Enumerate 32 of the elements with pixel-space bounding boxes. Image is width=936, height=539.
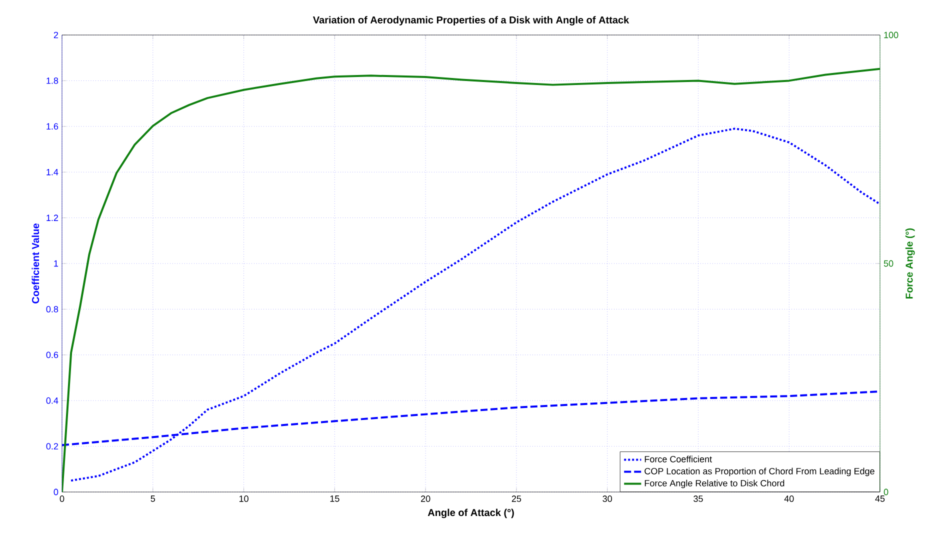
y-tick-label: 0.4 <box>46 397 58 404</box>
x-axis-title: Angle of Attack (°) <box>428 508 514 518</box>
y2-axis-title: Force Angle (°) <box>905 228 915 298</box>
x-tick-label: 5 <box>150 496 156 502</box>
y-axis-title: Coefficient Value <box>32 224 40 304</box>
x-tick-label: 35 <box>694 496 703 502</box>
line-series <box>62 68 880 492</box>
y-tick-label: 1 <box>54 260 58 267</box>
y-tick-label: 0.8 <box>46 306 58 312</box>
y2-tick-label: 50 <box>884 260 894 267</box>
chart-title: Variation of Aerodynamic Properties of a Disk with Angle of Attack <box>312 16 630 26</box>
y-tick-label: 1.8 <box>46 78 58 84</box>
x-tick-label: 40 <box>784 496 794 502</box>
x-tick-label: 15 <box>330 496 340 502</box>
x-tick-label: 10 <box>239 496 248 502</box>
x-tick-label: 25 <box>512 496 522 502</box>
y2-tick-label: 0 <box>884 488 888 496</box>
x-tick-label: 20 <box>421 496 430 502</box>
y-tick-label: 0 <box>54 488 58 496</box>
y-tick-label: 0.2 <box>46 443 58 450</box>
x-tick-label: 30 <box>602 496 612 502</box>
y-tick-label: 1.4 <box>46 169 58 176</box>
legend-label: COP Location as Proportion of Chord From Leading Edge <box>644 468 874 476</box>
x-tick-label: 45 <box>875 496 885 502</box>
legend-label: Force Coefficient <box>644 456 712 462</box>
y-tick-label: 0.6 <box>46 352 58 358</box>
y-tick-label: 1.2 <box>46 214 58 221</box>
y-tick-label: 2 <box>54 32 58 38</box>
legend-label: Force Angle Relative to Disk Chord <box>644 480 784 488</box>
y2-tick-label: 100 <box>884 32 898 38</box>
y-tick-label: 1.6 <box>46 123 58 130</box>
x-tick-label: 0 <box>60 496 64 502</box>
